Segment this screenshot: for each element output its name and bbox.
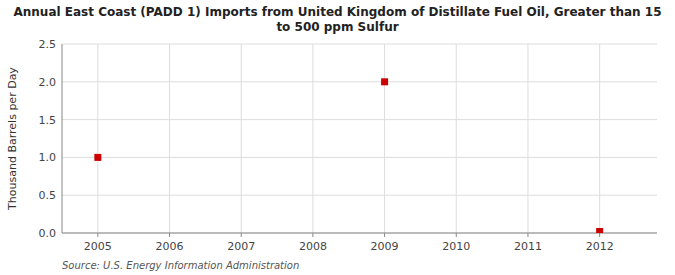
- x-tick: [527, 233, 528, 237]
- y-tick-label: 2.0: [39, 76, 57, 89]
- point: [381, 78, 388, 85]
- grid-line: [384, 44, 385, 233]
- x-tick: [241, 233, 242, 237]
- grid: [62, 44, 657, 233]
- grid-line: [169, 44, 170, 233]
- y-tick-label: 2.5: [39, 38, 57, 51]
- grid-line: [241, 44, 242, 233]
- x-tick-label: 2005: [84, 240, 112, 253]
- grid-line: [62, 81, 657, 82]
- x-tick-label: 2009: [371, 240, 399, 253]
- grid-line: [62, 44, 657, 45]
- grid-line: [62, 157, 657, 158]
- grid-line: [62, 195, 657, 196]
- source: Source: U.S. Energy Information Administ…: [62, 260, 299, 271]
- x-tick-label: 2010: [442, 240, 470, 253]
- x-tick: [312, 233, 313, 237]
- x-tick-label: 2011: [514, 240, 542, 253]
- y-tick-label: 0.5: [39, 189, 57, 202]
- y-tick-label: 0.0: [39, 227, 57, 240]
- grid-line: [97, 44, 98, 233]
- x-tick: [456, 233, 457, 237]
- x-tick-label: 2007: [227, 240, 255, 253]
- grid-line: [312, 44, 313, 233]
- points: [94, 78, 603, 233]
- grid-line: [62, 233, 657, 234]
- title: Annual East Coast (PADD 1) Imports from …: [14, 5, 662, 34]
- x-tick-label: 2012: [586, 240, 614, 253]
- chart: Annual East Coast (PADD 1) Imports from …: [0, 0, 675, 275]
- point: [94, 154, 101, 161]
- y-tick-label: 1.5: [39, 114, 57, 127]
- x-tick-label: 2008: [299, 240, 327, 253]
- grid-line: [599, 44, 600, 233]
- x-tick: [169, 233, 170, 237]
- x-tick: [599, 233, 600, 237]
- x-axis: [62, 233, 657, 234]
- grid-line: [456, 44, 457, 233]
- y-axis: [62, 44, 63, 233]
- x-tick: [97, 233, 98, 237]
- y-axis-label: Thousand Barrels per Day: [6, 67, 19, 211]
- grid-line: [527, 44, 528, 233]
- grid-line: [62, 119, 657, 120]
- x-tick-label: 2006: [156, 240, 184, 253]
- point: [596, 228, 603, 233]
- x-tick: [384, 233, 385, 237]
- y-tick-label: 1.0: [39, 151, 57, 164]
